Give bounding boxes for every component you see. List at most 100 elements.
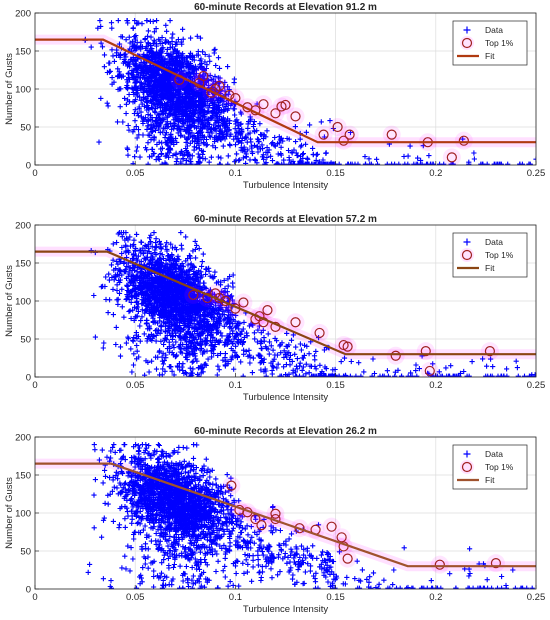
- data-point: [146, 323, 152, 329]
- data-point: [222, 316, 228, 322]
- data-point: [293, 139, 299, 145]
- data-point: [259, 142, 265, 148]
- data-point: [185, 262, 191, 268]
- data-point: [205, 356, 211, 362]
- data-point: [210, 275, 216, 281]
- data-point: [159, 358, 166, 364]
- data-point: [153, 274, 159, 280]
- data-point: [370, 356, 376, 362]
- data-point: [160, 129, 166, 135]
- data-point: [167, 110, 173, 116]
- data-point: [236, 320, 242, 326]
- data-point: [167, 257, 173, 263]
- data-point: [159, 77, 165, 83]
- data-point: [161, 341, 167, 348]
- data-point: [233, 323, 239, 329]
- data-point: [419, 161, 425, 165]
- data-point: [166, 339, 172, 345]
- data-point: [125, 249, 131, 255]
- data-point: [220, 130, 226, 136]
- data-point: [150, 315, 156, 321]
- data-point: [246, 323, 253, 329]
- data-point: [310, 145, 316, 151]
- data-point: [204, 338, 210, 344]
- legend-top-marker: [461, 249, 473, 261]
- top-point-halo: [314, 125, 333, 144]
- data-point: [187, 352, 193, 358]
- data-point: [157, 86, 163, 92]
- data-point: [206, 109, 212, 115]
- data-point: [320, 161, 326, 165]
- x-tick-label: 0: [32, 168, 37, 179]
- top-point-halo: [286, 313, 305, 332]
- data-point: [153, 240, 159, 246]
- data-point: [277, 343, 283, 349]
- data-point: [239, 341, 245, 347]
- data-point: [119, 74, 125, 80]
- data-point: [227, 118, 233, 124]
- data-point: [163, 37, 169, 43]
- data-point: [159, 34, 165, 41]
- data-point: [186, 268, 192, 274]
- top-point-halo: [382, 125, 401, 144]
- data-point: [226, 86, 232, 93]
- data-point: [276, 134, 282, 140]
- top-point: [214, 80, 225, 92]
- data-point: [222, 136, 228, 142]
- top-point-halo: [328, 118, 347, 136]
- data-point: [198, 370, 204, 376]
- data-point: [180, 26, 186, 32]
- data-point: [143, 45, 149, 51]
- data-point: [179, 364, 185, 370]
- data-point: [171, 345, 177, 351]
- data-point: [186, 316, 193, 322]
- data-point: [153, 114, 160, 121]
- data-point: [203, 266, 209, 272]
- data-point: [162, 323, 168, 329]
- data-point: [159, 150, 165, 157]
- data-point: [237, 129, 243, 136]
- data-point: [168, 131, 174, 137]
- data-point: [269, 371, 275, 377]
- data-point: [148, 90, 154, 96]
- y-tick-label: 200: [15, 220, 31, 231]
- data-point: [294, 366, 300, 372]
- data-point: [161, 264, 167, 270]
- data-point: [165, 95, 171, 101]
- data-point: [182, 278, 188, 284]
- legend-data-marker: [463, 238, 471, 246]
- data-point: [415, 155, 421, 161]
- data-point: [471, 156, 477, 162]
- data-point: [138, 270, 144, 276]
- data-point: [169, 270, 176, 276]
- data-point: [384, 368, 390, 374]
- data-point: [117, 71, 123, 77]
- data-point: [225, 307, 231, 313]
- data-point: [119, 286, 125, 292]
- data-point: [168, 311, 174, 317]
- data-point: [271, 142, 277, 148]
- data-point: [217, 351, 224, 357]
- data-point: [125, 79, 131, 85]
- data-point: [247, 354, 253, 360]
- data-point: [418, 157, 424, 163]
- data-point: [196, 154, 202, 160]
- top-point: [262, 305, 273, 316]
- data-point: [137, 280, 143, 286]
- data-point: [160, 361, 166, 367]
- data-point: [178, 128, 184, 134]
- data-point: [145, 28, 151, 34]
- data-point: [170, 31, 176, 37]
- data-point: [193, 275, 199, 281]
- data-point: [129, 56, 135, 62]
- data-point: [215, 352, 221, 358]
- data-point: [206, 53, 212, 59]
- data-point: [153, 245, 159, 251]
- data-point: [533, 156, 536, 162]
- data-point: [189, 53, 195, 59]
- y-tick-label: 100: [15, 296, 31, 307]
- data-point: [212, 73, 218, 79]
- data-point: [313, 348, 319, 354]
- top-point: [424, 365, 435, 377]
- data-point: [247, 157, 253, 163]
